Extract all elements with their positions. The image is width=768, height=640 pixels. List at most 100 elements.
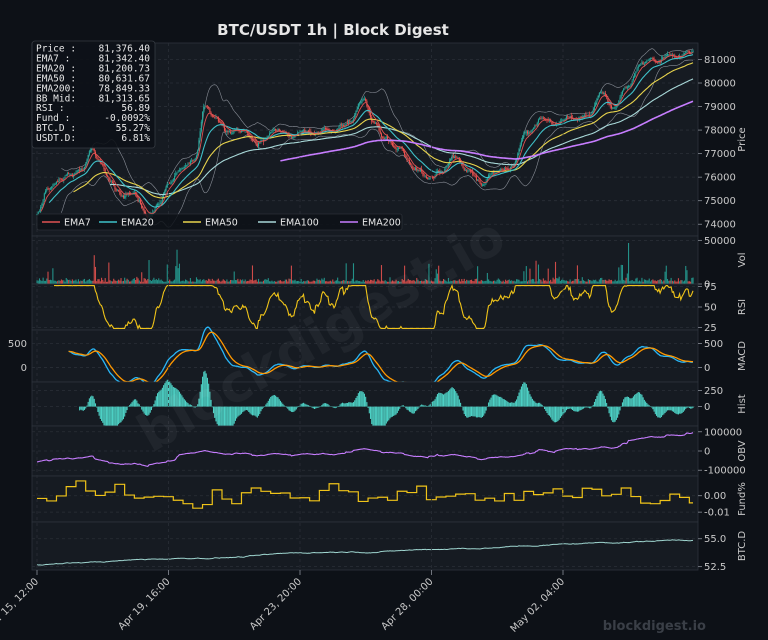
- volume-bar: [580, 280, 582, 284]
- volume-bar: [432, 281, 434, 284]
- volume-bar: [668, 280, 670, 284]
- hist-bar: [316, 406, 318, 408]
- candle-body: [600, 92, 602, 93]
- hist-bar: [600, 390, 602, 407]
- candle-body: [320, 131, 322, 133]
- candle-body: [186, 165, 188, 167]
- volume-bar: [175, 266, 177, 284]
- volume-bar: [93, 255, 95, 284]
- candle-body: [343, 124, 345, 127]
- volume-bar: [204, 280, 206, 284]
- volume-bar: [128, 281, 131, 284]
- volume-bar: [395, 279, 397, 284]
- hist-bar: [199, 391, 201, 407]
- hist-bar: [467, 406, 469, 418]
- hist-bar: [444, 393, 446, 407]
- hist-bar: [204, 370, 206, 407]
- hist-bar: [230, 406, 232, 432]
- candle-body: [181, 168, 183, 170]
- hist-bar: [119, 406, 121, 423]
- candle-body: [74, 173, 76, 175]
- candle-body: [40, 207, 42, 213]
- candle-body: [505, 168, 507, 170]
- volume-bar: [57, 280, 59, 284]
- hist-bar: [177, 390, 179, 407]
- volume-bar: [627, 242, 630, 284]
- hist-bar: [530, 396, 532, 407]
- hist-bar: [624, 397, 626, 407]
- volume-bar: [107, 281, 109, 284]
- volume-bar: [103, 281, 105, 284]
- volume-bar: [623, 279, 625, 284]
- info-value: 80,631.67: [99, 73, 150, 84]
- hist-bar: [321, 405, 323, 407]
- candle-body: [486, 178, 488, 182]
- candle-body: [220, 122, 222, 124]
- hist-bar: [234, 406, 236, 421]
- volume-bar: [494, 280, 496, 284]
- volume-bar: [603, 279, 605, 284]
- hist-bar: [451, 387, 453, 407]
- hist-bar: [226, 406, 228, 436]
- volume-bar: [221, 280, 223, 284]
- volume-bar: [530, 279, 532, 284]
- hist-bar: [631, 397, 633, 407]
- hist-bar: [533, 400, 535, 407]
- candle-body: [36, 213, 38, 215]
- volume-bar: [462, 280, 464, 284]
- volume-bar: [357, 281, 359, 284]
- volume-bar: [651, 280, 653, 284]
- hist-bar: [541, 404, 543, 407]
- candle-body: [669, 54, 671, 56]
- candle-body: [683, 53, 686, 55]
- hist-bar: [110, 406, 112, 432]
- rsi-line: [54, 283, 694, 330]
- hist-bar: [685, 406, 687, 409]
- volume-bar: [164, 281, 166, 284]
- hist-bar: [205, 373, 207, 407]
- hist-bar: [138, 404, 140, 407]
- candle-body: [348, 121, 350, 125]
- candle-body: [136, 193, 138, 197]
- hist-bar: [453, 389, 456, 407]
- y-tick-label: 55.0: [704, 534, 726, 545]
- hist-bar: [553, 406, 555, 423]
- hist-bar: [653, 406, 655, 412]
- info-label: BB Mid:: [36, 93, 76, 104]
- volume-bar: [640, 281, 642, 284]
- volume-bar: [473, 281, 475, 284]
- volume-bar: [191, 281, 193, 284]
- y-tick-label: 75: [704, 282, 717, 293]
- volume-bar: [327, 281, 329, 284]
- hist-bar: [348, 402, 350, 407]
- hist-bar: [361, 391, 363, 407]
- candle-body: [551, 121, 553, 124]
- volume-bar: [481, 280, 484, 284]
- candle-body: [215, 117, 217, 119]
- hist-bar: [293, 406, 295, 412]
- hist-bar: [346, 402, 348, 407]
- volume-bar: [584, 280, 586, 284]
- hist-bar: [174, 387, 176, 407]
- volume-bar: [300, 278, 302, 284]
- hist-bar: [225, 406, 227, 437]
- candle-body: [540, 117, 542, 119]
- hist-bar: [390, 406, 392, 418]
- candle-body: [407, 159, 409, 161]
- volume-bar: [604, 279, 606, 284]
- info-label: Fund :: [36, 113, 70, 124]
- candle-body: [387, 136, 389, 140]
- volume-bar: [489, 280, 491, 284]
- hist-bar: [198, 398, 200, 407]
- candle-body: [144, 211, 146, 214]
- hist-bar: [87, 401, 89, 407]
- hist-bar: [629, 398, 631, 407]
- hist-bar: [492, 394, 495, 407]
- volume-bar: [322, 279, 324, 284]
- volume-bar: [474, 279, 476, 284]
- candle-body: [533, 128, 535, 129]
- info-label: RSI :: [36, 103, 65, 114]
- volume-bar: [456, 280, 458, 284]
- hist-bar: [586, 406, 588, 408]
